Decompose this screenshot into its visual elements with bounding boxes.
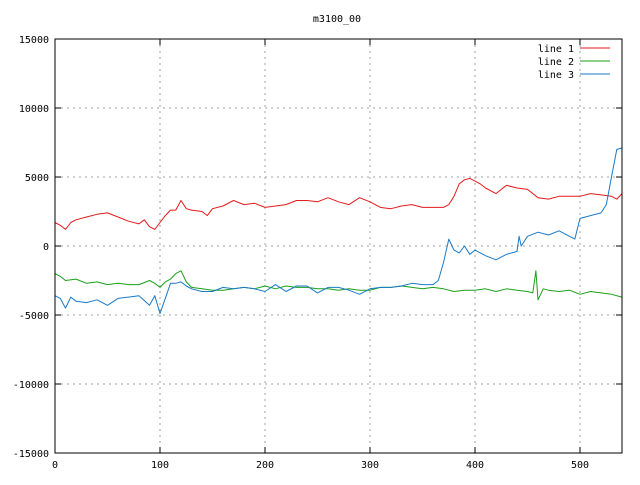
- x-tick-label: 100: [151, 460, 169, 471]
- x-tick-label: 300: [361, 460, 379, 471]
- legend-label-3: line 3: [538, 70, 574, 81]
- series-line-3: [54, 147, 623, 315]
- y-tick-label: -10000: [13, 380, 49, 391]
- series-layer: [54, 147, 623, 315]
- series-line-1: [54, 177, 623, 230]
- x-tick-label: 500: [571, 460, 589, 471]
- legend: line 1 line 2 line 3: [538, 44, 610, 81]
- ticks: 0 100 200 300 400 500 -15000 -10000 -5000 0 5000 10…: [13, 35, 622, 471]
- y-tick-label: 0: [43, 242, 49, 253]
- x-tick-label: 200: [256, 460, 274, 471]
- x-tick-label: 0: [52, 460, 58, 471]
- y-tick-label: -5000: [19, 311, 49, 322]
- y-tick-label: -15000: [13, 449, 49, 460]
- y-tick-label: 15000: [19, 35, 49, 46]
- legend-label-1: line 1: [538, 44, 574, 55]
- chart-title: m3100_00: [313, 14, 361, 25]
- y-tick-label: 5000: [25, 173, 49, 184]
- series-line-2: [54, 270, 623, 301]
- x-tick-label: 400: [466, 460, 484, 471]
- grid: [55, 39, 622, 453]
- y-tick-label: 10000: [19, 104, 49, 115]
- legend-label-2: line 2: [538, 57, 574, 68]
